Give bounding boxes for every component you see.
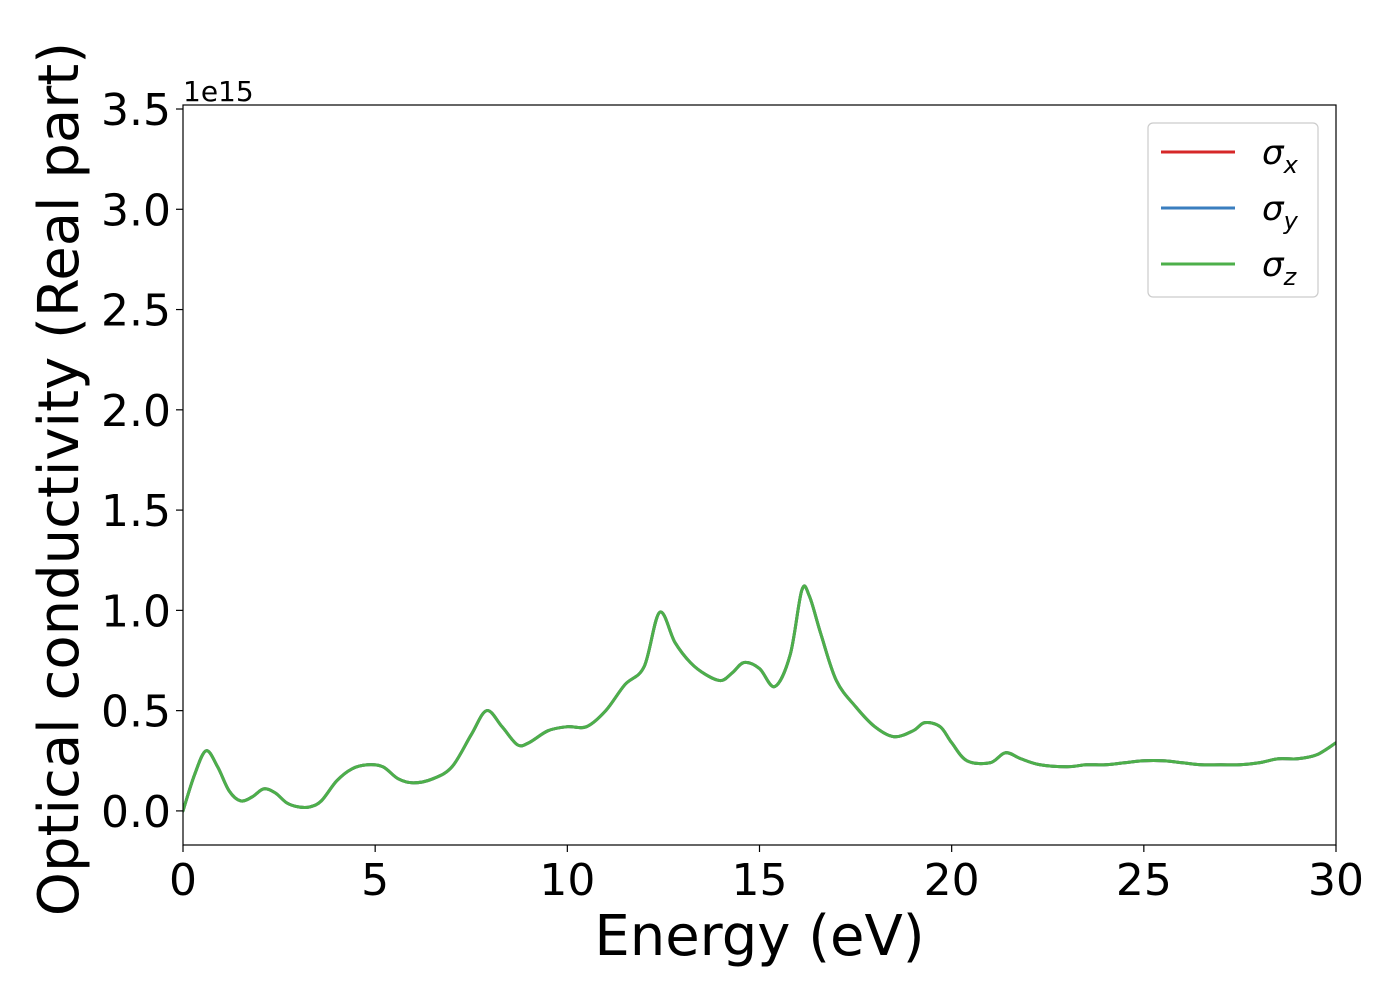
legend-frame xyxy=(1147,122,1319,298)
x-tick-label: 5 xyxy=(361,855,389,906)
x-tick-label: 20 xyxy=(924,855,980,906)
x-tick-label: 0 xyxy=(169,855,197,906)
legend-label-z: σz xyxy=(1262,245,1298,291)
y-tick-label: 2.0 xyxy=(101,386,171,437)
y-axis-offset-label: 1e15 xyxy=(183,75,254,108)
x-tick-label: 15 xyxy=(732,855,788,906)
x-axis-title: Energy (eV) xyxy=(594,904,924,969)
y-tick-label: 2.5 xyxy=(101,286,171,337)
x-tick-label: 10 xyxy=(539,855,595,906)
legend: σx σy σz xyxy=(1147,122,1319,298)
y-axis-ticks: 0.0 0.5 1.0 1.5 2.0 2.5 3.0 3.5 xyxy=(101,85,183,838)
series-layer xyxy=(183,584,1336,813)
x-axis-ticks: 0 5 10 15 20 25 30 xyxy=(169,845,1364,906)
y-tick-label: 0.0 xyxy=(101,787,171,838)
x-tick-label: 25 xyxy=(1116,855,1172,906)
x-tick-label: 30 xyxy=(1308,855,1364,906)
legend-label-y: σy xyxy=(1262,189,1299,235)
y-tick-label: 0.5 xyxy=(101,687,171,738)
y-tick-label: 1.5 xyxy=(101,486,171,537)
legend-label-x: σx xyxy=(1262,133,1299,179)
y-tick-label: 1.0 xyxy=(101,586,171,637)
y-tick-label: 3.5 xyxy=(101,85,171,136)
y-tick-label: 3.0 xyxy=(101,185,171,236)
series-line-z xyxy=(183,584,1336,813)
y-axis-title: Optical conductivity (Real part) xyxy=(27,42,92,916)
